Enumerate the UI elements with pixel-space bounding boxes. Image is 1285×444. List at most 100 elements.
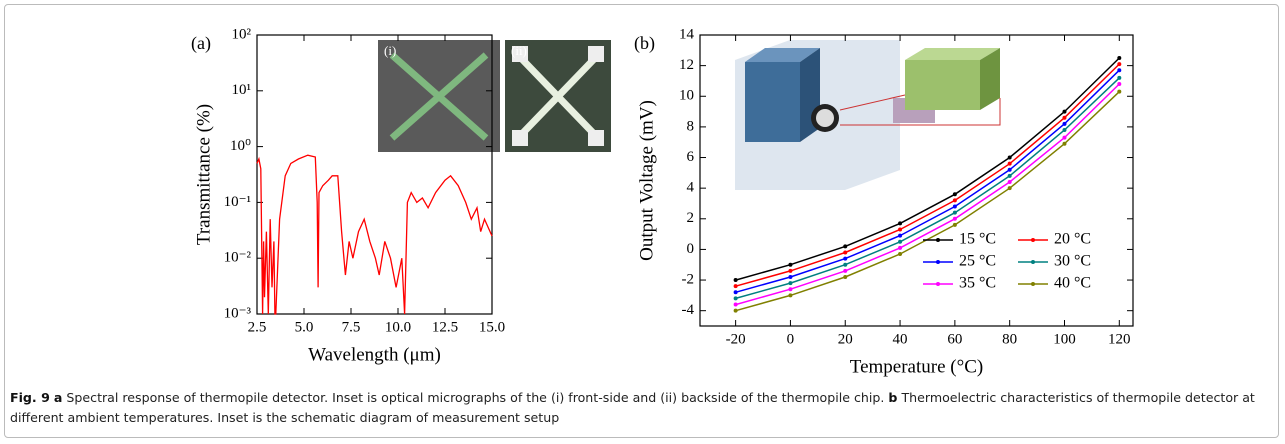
point [1117,55,1122,60]
point [843,262,848,267]
point [898,233,903,238]
micrograph-pattern [389,52,489,141]
point [788,293,793,298]
x-tick-label: 7.5 [342,319,361,335]
point [788,262,793,267]
point [843,250,848,255]
y-tick-label: 10⁻¹ [224,194,251,210]
series-line [735,57,1120,281]
point [1117,75,1122,80]
x-tick-label: 60 [947,331,962,347]
point [733,284,738,289]
y-tick-label: 12 [679,57,694,73]
legend-marker [1031,282,1035,286]
point [733,302,738,307]
point [843,244,848,249]
panel-label: (b) [634,33,655,54]
point [898,227,903,232]
y-tick-label: 14 [679,26,695,42]
point [1007,155,1012,160]
figure: 2.5 5.0 7.5 10.0 12.5 15.0 10⁻³ 10⁻² 10⁻¹ 10⁰ 10¹ 1… [191,26,1134,377]
point [788,274,793,279]
x-tick-label: 40 [893,331,908,347]
plot-frame [699,34,1134,327]
x-tick-label: 15.0 [479,319,505,335]
y-tick-label: 10⁰ [230,138,251,154]
panel-label: (a) [191,33,211,54]
x-axis-title: Wavelength (μm) [308,344,441,365]
point [1117,62,1122,67]
x-tick-label: 5.0 [295,319,314,335]
y-tick-label: 10² [232,26,252,42]
spectrum-line [256,154,493,315]
point [733,290,738,295]
legend-label: 20 °C [1054,231,1091,248]
point [1007,180,1012,185]
point [1007,173,1012,178]
point [1117,68,1122,73]
x-tick-label: 0 [787,331,795,347]
point [788,287,793,292]
y-tick-label: 10⁻³ [224,305,252,321]
point [1117,82,1122,87]
point [1062,135,1067,140]
x-axis-title: Temperature (°C) [850,356,983,377]
caption: Fig. 9 a Spectral response of thermopile… [10,388,1272,428]
x-tick-label: 80 [1002,331,1017,347]
x-tick-label: 12.5 [432,319,458,335]
micrograph-pattern [515,52,601,141]
legend-marker [936,282,940,286]
legend-marker [1031,238,1035,242]
y-tick-label: 10⁻² [224,250,252,266]
legend-marker [936,260,940,264]
x-tick-label: 20 [838,331,853,347]
legend-marker [1031,260,1035,264]
caption-text: Spectral response of thermopile detector… [66,390,885,405]
point [952,222,957,227]
inset-schematic [735,40,1001,190]
y-tick-label: 6 [687,149,695,165]
point [898,239,903,244]
legend-label: 15 °C [959,231,996,248]
point [843,274,848,279]
point [1007,186,1012,191]
point [898,252,903,257]
y-axis-title: Output Voltage (mV) [636,100,657,261]
point [1007,161,1012,166]
caption-fig: Fig. 9 [10,390,50,405]
point [952,198,957,203]
plot-frame [256,34,493,315]
point [1062,115,1067,120]
legend-label: 25 °C [959,253,996,270]
x-tick-label: 120 [1108,331,1131,347]
legend-label: 30 °C [1054,253,1091,270]
point [843,256,848,261]
inset-label: (i) [384,43,396,58]
inset-photos [378,40,611,152]
point [898,245,903,250]
series-line [735,77,1120,300]
point [898,221,903,226]
y-tick-label: 10 [679,88,694,104]
y-tick-label: -4 [682,302,695,318]
point [1007,167,1012,172]
y-tick-label: 10¹ [232,82,252,98]
figure-frame [4,4,1279,438]
point [952,204,957,209]
caption-text: Thermoelectric characteristics of thermo… [10,390,1255,425]
point [1062,109,1067,114]
caption-part: b [888,390,898,405]
x-tick-label: -20 [726,331,746,347]
y-tick-label: 2 [687,210,695,226]
series-line [735,83,1120,306]
point [1062,121,1067,126]
point [788,268,793,273]
legend-label: 35 °C [959,275,996,292]
point [733,308,738,313]
x-tick-label: 2.5 [248,319,267,335]
point [788,281,793,286]
series-line [735,69,1120,294]
caption-part: a [53,390,63,405]
point [952,192,957,197]
